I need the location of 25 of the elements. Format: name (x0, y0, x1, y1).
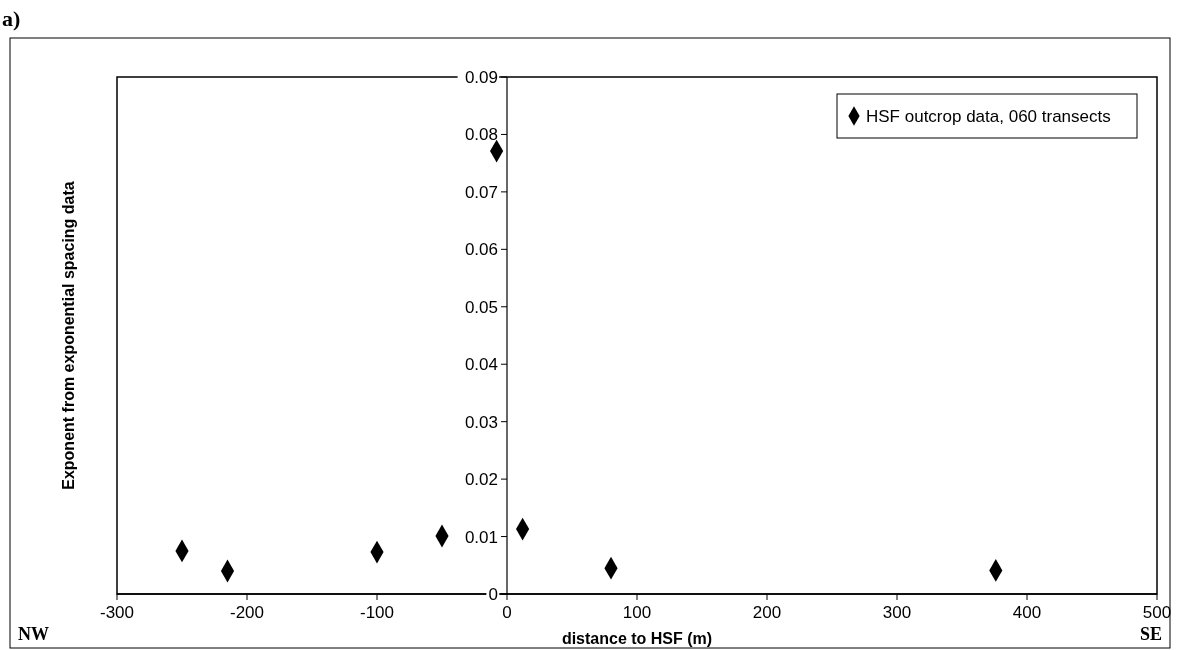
text: NW (18, 624, 49, 644)
y-tick-label: 0.01 (464, 527, 498, 547)
y-tick-label: 0.03 (464, 412, 498, 432)
y-tick-label: 0.07 (464, 182, 498, 202)
y-tick-label: 0.04 (464, 355, 498, 375)
y-tick-label: 0.09 (464, 67, 498, 87)
text: SE (1139, 624, 1162, 644)
x-tick-label: -200 (229, 603, 265, 622)
legend-label: HSF outcrop data, 060 transects (866, 106, 1111, 126)
chart-title: a) (2, 6, 21, 31)
y-tick-label: 0.05 (464, 297, 498, 317)
y-axis-title: Exponent from exponential spacing data (60, 181, 77, 490)
y-tick-label: 0 (488, 584, 498, 604)
x-tick-label: 500 (1142, 603, 1172, 622)
x-tick-label: 100 (622, 603, 652, 622)
x-axis-title: distance to HSF (m) (561, 630, 713, 647)
x-tick-label: 200 (752, 603, 782, 622)
y-tick-label: 0.06 (464, 240, 498, 260)
y-tick-label: 0.02 (464, 470, 498, 490)
x-tick-label: 0 (502, 603, 512, 622)
x-tick-label: 400 (1012, 603, 1042, 622)
y-tick-label: 0.08 (464, 125, 498, 145)
x-tick-label: -100 (359, 603, 395, 622)
x-tick-label: 300 (882, 603, 912, 622)
x-tick-label: -300 (99, 603, 135, 622)
